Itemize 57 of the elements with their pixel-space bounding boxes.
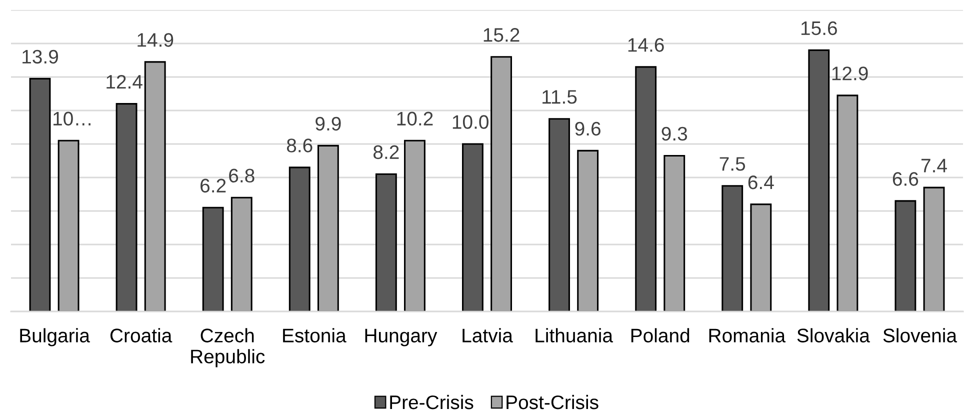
- data-label: 7.4: [921, 158, 947, 172]
- data-label: 8.6: [286, 138, 312, 152]
- data-label: 10.0: [452, 115, 488, 129]
- x-tick-label: Bulgaria: [20, 328, 90, 346]
- data-label: 6.4: [748, 175, 774, 190]
- x-tick-label: Estonia: [283, 328, 346, 342]
- x-tick-label: Czech Republic: [191, 328, 265, 368]
- data-label: 6.2: [200, 178, 226, 193]
- x-tick-label: Lithuania: [536, 328, 614, 342]
- data-label: 9.6: [575, 122, 600, 136]
- data-label: 10.2: [397, 112, 433, 126]
- data-label: 13.9: [22, 50, 58, 64]
- bar: [490, 56, 512, 312]
- bar: [577, 150, 599, 312]
- bar: [462, 143, 484, 312]
- bar: [202, 206, 224, 312]
- legend-label: Post-Crisis: [506, 394, 598, 410]
- x-tick-label: Slovakia: [797, 328, 870, 342]
- data-label: 12.4: [106, 74, 142, 89]
- bar: [836, 94, 858, 312]
- bar: [375, 173, 397, 312]
- bar: [144, 61, 166, 312]
- bar: [317, 144, 339, 312]
- data-label: 6.8: [229, 168, 254, 183]
- data-label: 14.9: [138, 33, 174, 47]
- x-tick-label: Hungary: [365, 328, 438, 346]
- bar: [548, 118, 570, 312]
- bar: [664, 154, 686, 312]
- bar: [894, 200, 916, 312]
- data-label: 9.9: [316, 116, 341, 131]
- bar: [288, 166, 310, 312]
- data-label: 14.6: [628, 38, 664, 52]
- x-tick-label: Poland: [631, 328, 690, 342]
- bar: [29, 78, 51, 312]
- bar: [808, 49, 830, 312]
- bar: [923, 186, 945, 312]
- x-tick-label: Latvia: [462, 328, 513, 342]
- data-label: 8.2: [374, 145, 399, 160]
- bar: [635, 66, 657, 312]
- data-label: 6.6: [892, 172, 918, 186]
- data-label: 9.3: [662, 126, 688, 141]
- legend-label: Pre-Crisis: [390, 394, 474, 410]
- data-label: 10…: [54, 112, 90, 126]
- data-label: 15.6: [801, 21, 837, 36]
- bar: [750, 204, 772, 312]
- data-label: 7.5: [720, 157, 746, 171]
- x-tick-label: Romania: [709, 328, 786, 342]
- data-label: 11.5: [542, 90, 577, 104]
- bar: [116, 103, 138, 312]
- x-tick-label: Croatia: [110, 328, 172, 342]
- bar: [722, 185, 744, 312]
- x-tick-label: Slovenia: [883, 328, 958, 342]
- bar: [230, 196, 252, 312]
- data-label: 15.2: [484, 28, 520, 42]
- data-label: 12.9: [832, 66, 868, 80]
- bar: [404, 140, 426, 312]
- bar: [58, 140, 80, 312]
